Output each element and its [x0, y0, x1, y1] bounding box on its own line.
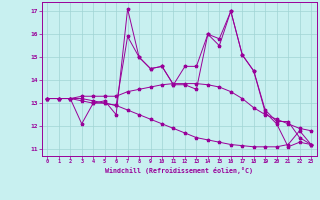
- X-axis label: Windchill (Refroidissement éolien,°C): Windchill (Refroidissement éolien,°C): [105, 167, 253, 174]
